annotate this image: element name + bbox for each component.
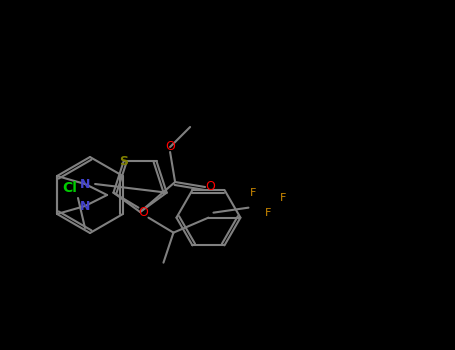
- Text: Cl: Cl: [63, 181, 77, 195]
- Text: F: F: [250, 188, 257, 198]
- Text: O: O: [205, 181, 215, 194]
- Text: S: S: [119, 155, 128, 168]
- Text: N: N: [80, 199, 90, 212]
- Text: F: F: [265, 208, 272, 218]
- Text: N: N: [80, 177, 90, 190]
- Text: O: O: [138, 206, 148, 219]
- Text: O: O: [165, 140, 175, 154]
- Text: F: F: [280, 193, 287, 203]
